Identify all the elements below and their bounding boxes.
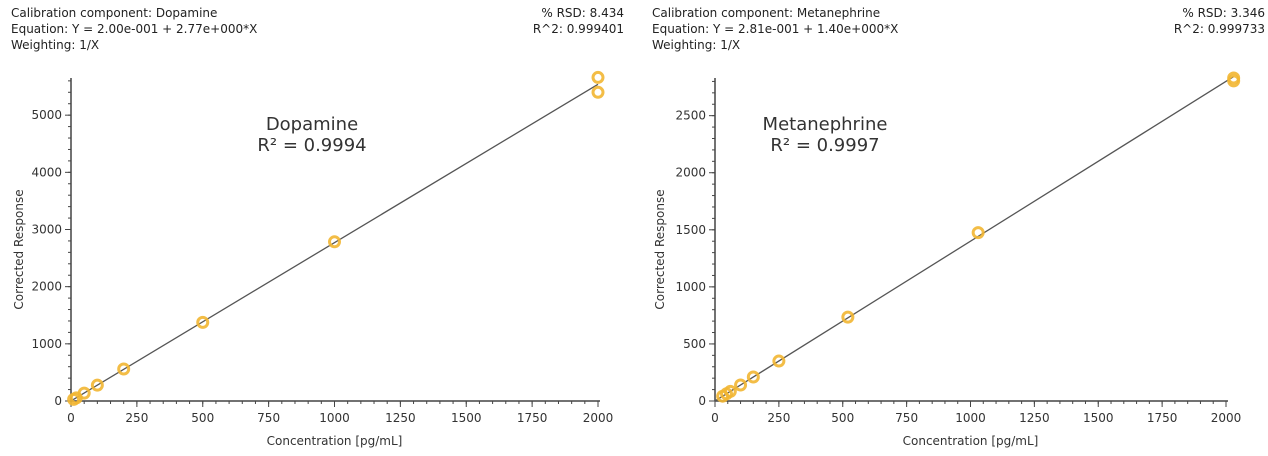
data-point [591,70,605,84]
metanephrine-plot: 0 250 500 750 1000 1250 1500 1750 2000 0 500 1000 15… [653,71,1242,448]
y-tick-label: 0 [698,394,706,408]
y-tick-label: 500 [683,337,706,351]
x-tick-label: 2000 [1211,411,1242,425]
data-point [734,378,748,392]
data-point [77,386,91,400]
dopamine-header-left: Calibration component: Dopamine Equation… [11,5,257,53]
data-point [746,370,760,384]
x-tick-label: 1750 [517,411,548,425]
x-tick-label: 500 [831,411,854,425]
x-axis-label: Concentration [pg/mL] [267,434,403,448]
y-axis-label: Corrected Response [12,189,26,309]
data-point [328,235,341,249]
x-axis-label: Concentration [pg/mL] [903,434,1039,448]
y-tick-label: 2000 [675,166,706,180]
data-point [841,310,855,324]
x-tick-label: 1500 [1083,411,1114,425]
x-tick-label: 1750 [1147,411,1178,425]
fit-line [714,76,1235,402]
fit-line [70,83,599,402]
y-tick-label: 1000 [31,337,62,351]
y-tick-label: 3000 [31,222,62,236]
component-line: Calibration component: Dopamine [11,6,218,20]
dopamine-plot: 0 250 500 750 1000 1250 1500 1750 2000 0 1000 2000 3… [12,70,614,448]
y-tick-label: 1500 [675,223,706,237]
weighting-line: Weighting: 1/X [11,38,100,52]
y-tick-label: 1000 [675,280,706,294]
x-tick-label: 1000 [319,411,350,425]
chart-title: Dopamine [266,114,358,135]
x-tick-label: 250 [125,411,148,425]
y-tick-label: 2000 [31,280,62,294]
x-tick-label: 750 [895,411,918,425]
y-tick-label: 5000 [31,108,62,122]
r2-annotation: R² = 0.9994 [257,135,366,156]
dopamine-header-right: % RSD: 8.434 R^2: 0.999401 [533,5,624,37]
data-point [772,354,786,368]
data-point [591,85,605,99]
component-line: Calibration component: Metanephrine [652,6,881,20]
metanephrine-chart-panel: Calibration component: Metanephrine Equa… [641,0,1268,456]
y-tick-label: 4000 [31,165,62,179]
rsd-line: % RSD: 3.346 [1182,6,1265,20]
x-tick-label: 1250 [1019,411,1050,425]
r2-annotation: R² = 0.9997 [770,135,879,156]
data-point [1227,71,1241,85]
data-point [117,362,131,376]
data-point [90,378,104,392]
metanephrine-header-left: Calibration component: Metanephrine Equa… [652,5,898,53]
x-tick-label: 750 [257,411,280,425]
x-tick-label: 0 [67,411,75,425]
data-point [723,384,737,398]
dopamine-chart-panel: Calibration component: Dopamine Equation… [11,5,624,448]
r2-line: R^2: 0.999401 [532,22,624,36]
weighting-line: Weighting: 1/X [652,38,741,52]
metanephrine-header-right: % RSD: 3.346 R^2: 0.999733 [1174,5,1265,37]
rsd-line: % RSD: 8.434 [541,6,624,20]
x-tick-label: 0 [711,411,719,425]
data-point [971,226,985,240]
r2-line: R^2: 0.999733 [1173,22,1265,36]
x-tick-label: 500 [191,411,214,425]
x-tick-label: 250 [767,411,790,425]
y-tick-label: 2500 [675,109,706,123]
x-tick-label: 1500 [451,411,482,425]
data-point [196,315,210,329]
equation-line: Equation: Y = 2.81e-001 + 1.40e+000*X [652,22,899,36]
equation-line: Equation: Y = 2.00e-001 + 2.77e+000*X [11,22,258,36]
x-tick-label: 1000 [955,411,986,425]
x-tick-label: 1250 [385,411,416,425]
y-tick-label: 0 [54,394,62,408]
y-axis-label: Corrected Response [653,189,667,309]
chart-title: Metanephrine [763,114,888,135]
x-tick-label: 2000 [583,411,614,425]
